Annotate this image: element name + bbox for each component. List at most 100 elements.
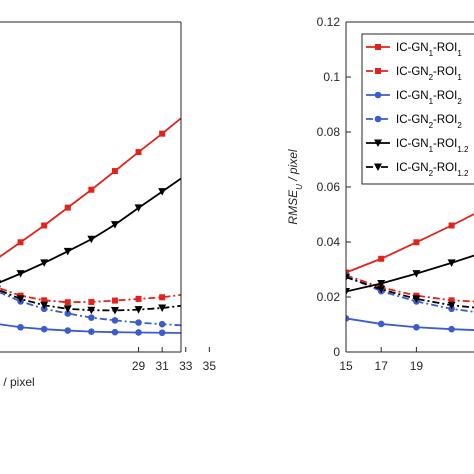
left-data-point [16, 295, 25, 303]
right-series-line [346, 213, 474, 274]
left-data-point [183, 291, 189, 297]
left-data-point [63, 247, 72, 256]
left-data-point [40, 325, 48, 333]
left-data-point [88, 298, 95, 305]
right-y-tick-label: 0.08 [317, 125, 341, 139]
right-data-point [377, 280, 386, 288]
left-x-axis-label: c / pixel [0, 375, 35, 389]
right-y-tick-label: 0.1 [323, 70, 340, 84]
legend-marker [374, 163, 382, 171]
left-data-point [135, 295, 142, 302]
left-x-tick-label: 7 [0, 359, 1, 373]
left-data-point [88, 314, 95, 321]
left-x-tick-label: 35 [203, 359, 217, 373]
right-y-tick-label: 0.04 [317, 235, 341, 249]
left-data-point [206, 287, 212, 293]
left-data-point [158, 320, 166, 328]
left-data-point [64, 327, 72, 334]
left-data-point [88, 186, 95, 193]
left-data-point [158, 304, 167, 312]
left-data-point [16, 270, 25, 278]
left-data-point [110, 221, 119, 229]
left-data-point [17, 239, 24, 246]
left-data-point [64, 204, 71, 211]
left-data-point [0, 280, 1, 282]
left-data-point [88, 328, 95, 335]
left-data-point [64, 299, 71, 306]
left-data-point [64, 310, 72, 317]
legend-marker [374, 91, 382, 99]
left-data-point [135, 319, 142, 326]
right-y-tick-label: 0 [333, 345, 340, 359]
legend-label: IC-GN1-ROI1.2 [396, 138, 469, 154]
legend-marker [374, 115, 382, 123]
right-data-point [412, 295, 421, 303]
left-data-point [40, 301, 49, 310]
left-data-point [205, 297, 213, 305]
right-data-point [448, 222, 455, 229]
left-data-point [0, 285, 1, 288]
left-data-point [135, 149, 142, 156]
left-data-point [134, 306, 143, 314]
left-series-line [0, 287, 181, 304]
right-y-tick-label: 0.12 [317, 15, 341, 29]
right-series-line [346, 254, 474, 293]
left-x-tick-label: 29 [132, 359, 146, 373]
left-data-point [159, 130, 166, 137]
legend-label: IC-GN2-ROI2 [396, 114, 462, 130]
right-y-tick-label: 0.06 [317, 180, 341, 194]
right-y-axis-label: RMSEU / pixel [286, 149, 304, 224]
right-data-point [447, 301, 456, 310]
left-x-ticks: 7 29 31 33 35 [0, 347, 216, 373]
right-data-point [346, 273, 350, 282]
right-chart-panel: 0 0.02 0.04 0.06 0.08 0.1 0.12 15 17 19 RMSEU / … [286, 15, 474, 373]
left-data-point [134, 204, 143, 212]
right-data-point [413, 239, 420, 246]
right-x-tick-label: 17 [375, 359, 389, 373]
left-data-point [205, 155, 213, 163]
right-data-point [447, 259, 456, 267]
left-data-point [111, 297, 118, 304]
legend-box [361, 33, 474, 185]
left-data-point [135, 329, 142, 336]
left-data-point [206, 92, 212, 98]
left-chart-panel: 7 29 31 33 35 c / pixel [0, 21, 216, 389]
right-data-point [377, 320, 385, 328]
right-data-point [346, 288, 350, 296]
left-data-point [111, 328, 119, 336]
left-data-point [206, 330, 213, 337]
right-x-tick-label: 15 [339, 359, 353, 373]
legend-marker [374, 139, 382, 147]
left-data-point [206, 323, 213, 330]
left-data-point [87, 306, 96, 315]
right-series-line [346, 317, 474, 331]
left-x-tick-label: 33 [179, 359, 193, 373]
left-data-point [41, 222, 48, 229]
left-x-tick-label: 31 [155, 359, 169, 373]
right-data-point [412, 270, 421, 278]
left-series-line [0, 117, 181, 258]
right-x-tick-label: 19 [410, 359, 424, 373]
left-data-point [40, 259, 49, 267]
left-data-point [158, 329, 166, 337]
legend-marker [375, 68, 381, 74]
legend-marker [375, 44, 381, 50]
legend-label: IC-GN2-ROI1 [396, 66, 462, 82]
right-data-point [448, 325, 455, 333]
left-data-point [111, 317, 119, 324]
left-plot-area [0, 92, 213, 337]
legend-label: IC-GN1-ROI1 [396, 42, 462, 58]
left-data-point [63, 305, 72, 313]
left-data-point [182, 302, 190, 310]
right-data-point [413, 323, 420, 331]
left-data-point [183, 111, 189, 117]
left-data-point [111, 168, 118, 175]
right-plot-area [346, 213, 474, 333]
right-data-point [448, 297, 455, 304]
legend-label: IC-GN2-ROI1.2 [396, 162, 469, 178]
right-y-ticks: 0 0.02 0.04 0.06 0.08 0.1 0.12 [317, 15, 351, 359]
legend: IC-GN1-ROI1 IC-GN2-ROI1 IC-GN1-ROI2 IC-GN2-… [361, 33, 474, 185]
right-series-line [346, 275, 474, 313]
right-y-tick-label: 0.02 [317, 290, 341, 304]
